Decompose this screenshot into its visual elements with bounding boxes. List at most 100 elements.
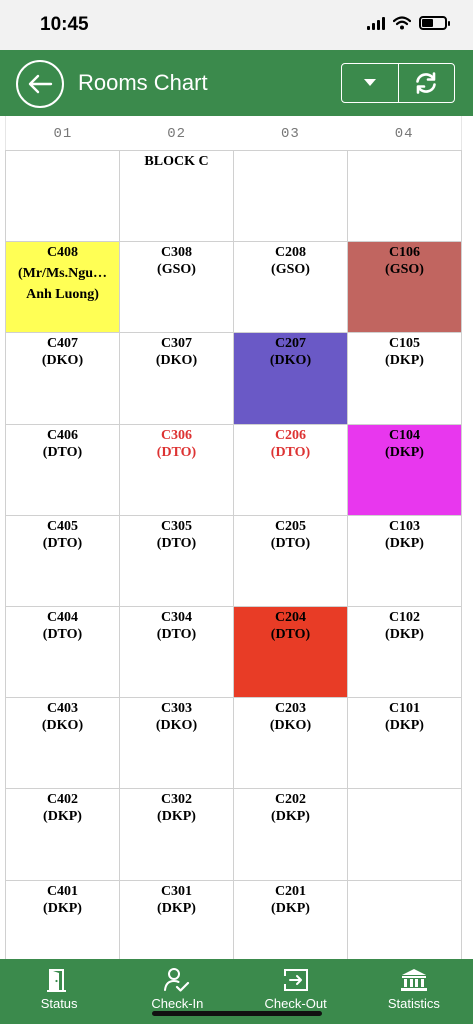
room-cell[interactable]: C101 (DKP) bbox=[348, 698, 462, 790]
room-number: C403 bbox=[46, 701, 79, 717]
room-cell[interactable]: C308 (GSO) bbox=[120, 242, 234, 334]
room-number: C302 bbox=[160, 792, 193, 808]
wifi-icon bbox=[393, 16, 411, 30]
room-status-code: (DTO) bbox=[270, 444, 311, 460]
empty-cell bbox=[348, 880, 462, 972]
tab-label: Check-In bbox=[151, 996, 204, 1011]
room-cell[interactable]: C106 (GSO) bbox=[348, 242, 462, 334]
room-cell[interactable]: C202 (DKP) bbox=[234, 789, 348, 881]
rooms-grid: BLOCK C C408 (Mr/Ms.Ngu… Anh Luong) C308 (GSO… bbox=[5, 150, 462, 972]
home-indicator bbox=[152, 1011, 322, 1016]
room-number: C301 bbox=[160, 883, 193, 899]
room-cell[interactable]: C406 (DTO) bbox=[6, 424, 120, 516]
room-cell[interactable]: C403 (DKO) bbox=[6, 698, 120, 790]
room-number: C307 bbox=[160, 336, 193, 352]
room-status-code: (GSO) bbox=[271, 262, 310, 278]
room-status-code: (DKO) bbox=[269, 353, 312, 369]
room-cell[interactable]: C408 (Mr/Ms.Ngu… Anh Luong) bbox=[6, 242, 120, 334]
room-cell[interactable]: C201 (DKP) bbox=[234, 880, 348, 972]
column-headers: 01 02 03 04 bbox=[5, 116, 462, 151]
room-number: C405 bbox=[46, 518, 79, 534]
room-status-code: (DKP) bbox=[157, 900, 196, 916]
room-status-code: (DKP) bbox=[271, 809, 310, 825]
room-number: C202 bbox=[274, 792, 307, 808]
room-cell[interactable]: C205 (DTO) bbox=[234, 515, 348, 607]
room-cell[interactable]: C404 (DTO) bbox=[6, 606, 120, 699]
tab-status[interactable]: Status bbox=[0, 959, 118, 1024]
room-cell[interactable]: C102 (DKP) bbox=[348, 606, 462, 699]
room-cell[interactable]: C105 (DKP) bbox=[348, 333, 462, 425]
room-status-code: (DTO) bbox=[270, 626, 311, 642]
room-cell[interactable]: C303 (DKO) bbox=[120, 698, 234, 790]
room-number: C206 bbox=[274, 427, 307, 443]
app-header: Rooms Chart bbox=[0, 50, 473, 116]
column-header: 03 bbox=[280, 126, 300, 142]
room-number: C201 bbox=[274, 883, 307, 899]
room-status-code: (DKP) bbox=[157, 809, 196, 825]
room-cell[interactable]: C305 (DTO) bbox=[120, 515, 234, 607]
block-label: BLOCK C bbox=[144, 154, 209, 169]
room-number: C303 bbox=[160, 701, 193, 717]
room-status-code: (DTO) bbox=[42, 535, 83, 551]
room-cell[interactable]: C206 (DTO) bbox=[234, 424, 348, 516]
room-number: C102 bbox=[388, 609, 421, 625]
room-status-code: (DKO) bbox=[269, 718, 312, 734]
refresh-button[interactable] bbox=[397, 64, 455, 102]
room-status-code: (DKP) bbox=[271, 900, 310, 916]
room-status-code: (DKP) bbox=[385, 718, 424, 734]
room-cell[interactable]: C207 (DKO) bbox=[234, 333, 348, 425]
sign-out-box-icon bbox=[283, 969, 308, 991]
refresh-icon bbox=[416, 72, 437, 94]
room-status-code: (DKO) bbox=[155, 718, 198, 734]
arrow-left-icon bbox=[28, 74, 53, 94]
dropdown-button[interactable] bbox=[342, 64, 398, 102]
bank-building-icon bbox=[400, 969, 427, 991]
room-cell[interactable]: C307 (DKO) bbox=[120, 333, 234, 425]
status-icons bbox=[367, 16, 450, 30]
tab-label: Status bbox=[40, 996, 78, 1011]
room-cell[interactable]: C302 (DKP) bbox=[120, 789, 234, 881]
room-status-code: (GSO) bbox=[385, 262, 424, 278]
battery-level bbox=[422, 19, 433, 27]
column-header: 01 bbox=[53, 126, 73, 142]
room-number: C401 bbox=[46, 883, 79, 899]
room-number: C408 bbox=[46, 245, 79, 261]
room-cell[interactable]: C402 (DKP) bbox=[6, 789, 120, 881]
cellular-signal-icon bbox=[367, 16, 385, 30]
room-cell[interactable]: C407 (DKO) bbox=[6, 333, 120, 425]
tab-check-in[interactable]: Check-In bbox=[118, 959, 236, 1024]
room-cell[interactable]: C304 (DTO) bbox=[120, 606, 234, 699]
back-button[interactable] bbox=[16, 60, 64, 108]
room-number: C304 bbox=[160, 609, 193, 625]
room-number: C106 bbox=[388, 245, 421, 261]
room-status-code: (Mr/Ms.Ngu… bbox=[17, 266, 108, 282]
room-cell[interactable]: C103 (DKP) bbox=[348, 515, 462, 607]
tab-label: Check-Out bbox=[264, 996, 327, 1011]
room-status-code: (DTO) bbox=[270, 535, 311, 551]
room-cell[interactable]: C203 (DKO) bbox=[234, 698, 348, 790]
room-status-code: (GSO) bbox=[157, 262, 196, 278]
room-number: C208 bbox=[274, 245, 307, 261]
room-number: C104 bbox=[388, 427, 421, 443]
room-number: C407 bbox=[46, 336, 79, 352]
room-status-code: (DKO) bbox=[155, 353, 198, 369]
room-status-code: (DKP) bbox=[385, 535, 424, 551]
room-cell[interactable]: C208 (GSO) bbox=[234, 242, 348, 334]
room-cell[interactable]: C204 (DTO) bbox=[234, 606, 348, 699]
status-bar: 10:45 bbox=[0, 0, 473, 50]
room-cell[interactable]: C306 (DTO) bbox=[120, 424, 234, 516]
room-status-code: (DKO) bbox=[41, 718, 84, 734]
tab-statistics[interactable]: Statistics bbox=[355, 959, 473, 1024]
room-cell[interactable]: C301 (DKP) bbox=[120, 880, 234, 972]
tab-label: Statistics bbox=[387, 996, 440, 1011]
room-status-code: (DTO) bbox=[42, 626, 83, 642]
room-number: C308 bbox=[160, 245, 193, 261]
room-number: C306 bbox=[160, 427, 193, 443]
room-number: C207 bbox=[274, 336, 307, 352]
tab-check-out[interactable]: Check-Out bbox=[237, 959, 355, 1024]
guest-name: Anh Luong) bbox=[26, 287, 99, 303]
door-exit-icon bbox=[47, 969, 67, 992]
room-cell[interactable]: C401 (DKP) bbox=[6, 880, 120, 972]
room-cell[interactable]: C405 (DTO) bbox=[6, 515, 120, 607]
room-cell[interactable]: C104 (DKP) bbox=[348, 424, 462, 516]
